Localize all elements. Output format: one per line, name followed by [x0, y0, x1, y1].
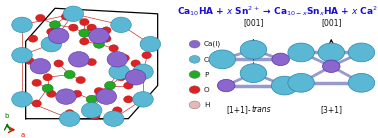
Circle shape [46, 90, 56, 97]
Circle shape [288, 73, 314, 92]
Text: [001]: [001] [321, 19, 342, 28]
Circle shape [54, 60, 64, 67]
Circle shape [79, 29, 90, 37]
Circle shape [124, 82, 133, 89]
Circle shape [86, 95, 97, 104]
Circle shape [12, 17, 32, 33]
Text: trans: trans [251, 105, 271, 114]
Circle shape [68, 24, 78, 31]
Circle shape [189, 71, 200, 78]
Circle shape [102, 35, 111, 42]
Circle shape [104, 81, 116, 90]
Circle shape [109, 64, 129, 79]
Circle shape [109, 45, 118, 52]
Circle shape [56, 89, 76, 104]
Circle shape [102, 27, 111, 34]
Circle shape [189, 86, 200, 94]
Circle shape [36, 14, 45, 22]
Circle shape [111, 17, 131, 33]
Circle shape [79, 18, 89, 26]
Circle shape [50, 21, 60, 29]
Circle shape [348, 73, 375, 92]
Text: [3+1]: [3+1] [320, 105, 342, 114]
Circle shape [348, 43, 375, 62]
Circle shape [131, 60, 141, 67]
Circle shape [48, 28, 69, 44]
Circle shape [32, 100, 42, 107]
Text: b: b [5, 113, 9, 119]
Text: O: O [204, 87, 209, 93]
Circle shape [142, 52, 152, 59]
Circle shape [272, 53, 290, 66]
Circle shape [240, 64, 266, 83]
Circle shape [120, 54, 129, 62]
Circle shape [87, 24, 96, 31]
Circle shape [25, 57, 34, 64]
Circle shape [124, 96, 133, 103]
Circle shape [107, 52, 128, 67]
Circle shape [209, 50, 235, 69]
Circle shape [87, 59, 96, 66]
Circle shape [189, 55, 200, 63]
Circle shape [43, 74, 53, 81]
Circle shape [113, 107, 122, 114]
Circle shape [91, 112, 100, 120]
Text: a: a [21, 132, 25, 138]
Circle shape [133, 64, 153, 79]
Circle shape [30, 59, 51, 74]
Text: Ca$_{10}$HA + $x$ Sn$^{2+}$ → Ca$_{10-x}$Sn$_x$HA + $x$ Ca$^{2+}$: Ca$_{10}$HA + $x$ Sn$^{2+}$ → Ca$_{10-x}… [177, 4, 378, 18]
Circle shape [89, 28, 109, 44]
Circle shape [65, 110, 74, 117]
Circle shape [189, 101, 200, 109]
Circle shape [61, 13, 71, 20]
Text: Ca(II): Ca(II) [204, 56, 223, 63]
Circle shape [81, 103, 102, 118]
Circle shape [79, 38, 89, 45]
Circle shape [140, 36, 161, 52]
Circle shape [94, 87, 104, 95]
Text: Ca(I): Ca(I) [204, 41, 221, 47]
Circle shape [322, 60, 340, 72]
Text: [1+1]-: [1+1]- [227, 105, 251, 114]
Circle shape [12, 47, 32, 63]
Circle shape [318, 43, 344, 62]
Circle shape [32, 79, 42, 86]
Circle shape [133, 92, 153, 107]
Circle shape [12, 92, 32, 107]
Circle shape [68, 52, 89, 67]
Text: P: P [204, 71, 208, 78]
Circle shape [42, 84, 53, 92]
Circle shape [72, 90, 82, 97]
Circle shape [93, 40, 104, 48]
Circle shape [41, 36, 62, 52]
Circle shape [288, 43, 314, 62]
Circle shape [63, 6, 84, 22]
Circle shape [104, 111, 124, 126]
Circle shape [217, 79, 235, 92]
Text: [001]: [001] [243, 19, 264, 28]
Text: H: H [204, 102, 209, 108]
Circle shape [125, 70, 146, 85]
Circle shape [116, 74, 126, 81]
Circle shape [189, 40, 200, 48]
Circle shape [76, 76, 85, 84]
Circle shape [240, 40, 266, 59]
Circle shape [64, 70, 75, 79]
Circle shape [59, 111, 80, 126]
Circle shape [271, 76, 298, 95]
Circle shape [46, 28, 56, 35]
Circle shape [96, 89, 116, 104]
Circle shape [28, 35, 38, 42]
